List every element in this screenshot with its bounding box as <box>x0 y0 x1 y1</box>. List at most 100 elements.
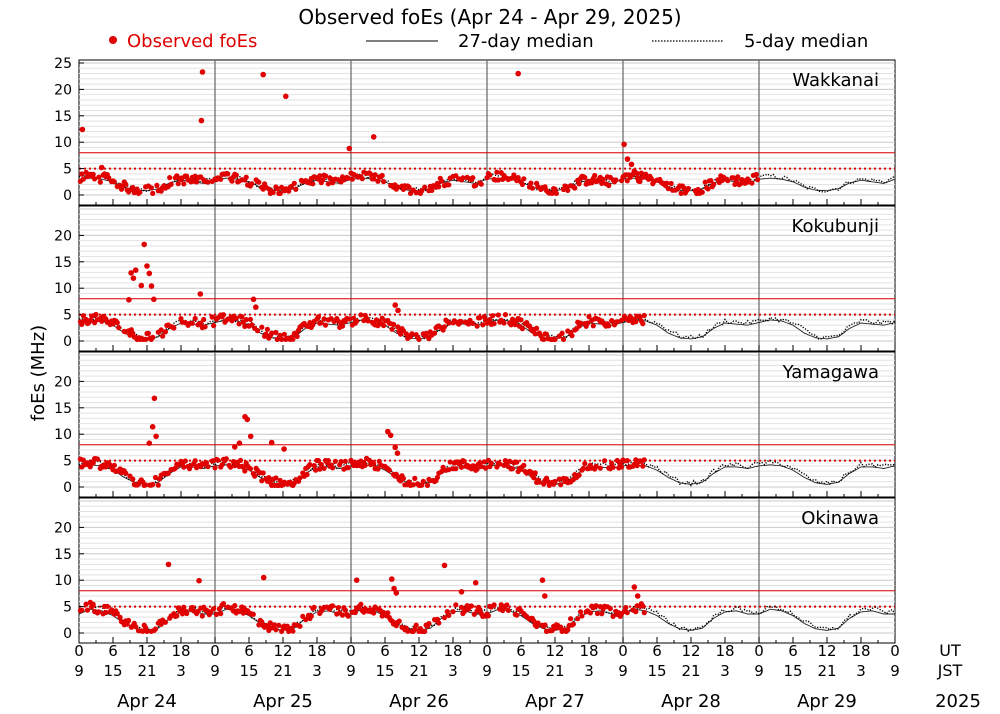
observed-point <box>531 475 537 481</box>
observed-point <box>755 177 761 183</box>
observed-point <box>279 336 285 342</box>
observed-point <box>610 464 616 470</box>
observed-point <box>308 613 314 619</box>
observed-point-high <box>138 282 145 289</box>
observed-point-high <box>391 585 397 592</box>
x-axis: UT JST 2025 0 9 6 15 12 21 18 3 0 9 6 15 12 21 18 3 0 9 6 1… <box>74 641 981 712</box>
x-tick-jst: 3 <box>856 662 866 680</box>
observed-point <box>545 478 551 485</box>
x-tick-jst: 21 <box>137 662 156 680</box>
x-tick-ut: 0 <box>754 642 764 660</box>
observed-point <box>478 464 484 470</box>
x-tick-ut: 6 <box>516 642 526 660</box>
observed-point <box>145 330 151 336</box>
x-tick-ut: 12 <box>273 642 292 660</box>
x-tick-jst: 15 <box>647 662 666 680</box>
day-label: Apr 28 <box>661 691 721 712</box>
observed-point <box>199 613 205 619</box>
day-label: Apr 27 <box>525 691 585 712</box>
x-tick-ut: 12 <box>681 642 700 660</box>
observed-point <box>362 462 368 468</box>
observed-point <box>487 172 493 178</box>
x-tick-jst: 9 <box>754 662 764 680</box>
panel-wakkanai: 0 5 10 15 20 25 Wakkanai <box>54 56 896 206</box>
observed-point <box>441 615 448 621</box>
observed-point <box>375 466 381 472</box>
observed-point <box>321 316 327 322</box>
observed-point <box>624 178 630 184</box>
observed-point <box>220 601 227 607</box>
observed-point <box>541 336 547 342</box>
observed-point <box>213 611 219 618</box>
x-tick-ut: 6 <box>108 642 118 660</box>
observed-point <box>556 476 562 482</box>
observed-point <box>400 475 406 481</box>
x-tick-jst: 3 <box>720 662 730 680</box>
observed-points <box>77 241 647 342</box>
observed-point <box>236 321 242 327</box>
observed-point <box>446 182 452 188</box>
observed-point <box>250 611 256 618</box>
observed-point <box>211 323 217 329</box>
observed-point <box>181 604 187 610</box>
observed-point <box>152 474 159 481</box>
observed-point <box>593 603 599 609</box>
x-tick-jst: 15 <box>103 662 122 680</box>
observed-point-high <box>146 270 153 277</box>
observed-point <box>461 458 467 464</box>
observed-point-high <box>281 446 287 452</box>
observed-point <box>422 628 428 635</box>
observed-point <box>668 180 674 187</box>
observed-points <box>77 395 647 488</box>
observed-point <box>446 320 452 326</box>
y-tick-label: 25 <box>54 56 72 72</box>
observed-point <box>148 185 154 191</box>
observed-point-high <box>392 302 399 308</box>
observed-point-high <box>151 395 158 402</box>
observed-point <box>521 462 527 468</box>
observed-point <box>233 172 239 178</box>
observed-point <box>471 611 477 617</box>
observed-point <box>290 336 296 342</box>
observed-point <box>699 189 705 195</box>
observed-point <box>552 186 558 192</box>
observed-point <box>426 621 432 627</box>
observed-point <box>577 609 584 615</box>
observed-point <box>504 602 510 608</box>
observed-point-high <box>260 574 267 581</box>
observed-point <box>154 182 160 188</box>
observed-point <box>114 320 120 326</box>
legend: Observed foEs 27-day median 5-day median <box>109 31 868 52</box>
observed-point-high <box>199 69 206 75</box>
observed-point <box>277 190 283 196</box>
observed-point <box>123 470 129 476</box>
observed-point <box>318 320 324 326</box>
observed-point <box>579 613 585 619</box>
observed-point <box>243 317 249 323</box>
x-tick-ut: 0 <box>346 642 356 660</box>
observed-point <box>483 465 489 471</box>
observed-point <box>93 311 99 318</box>
observed-point <box>429 187 435 193</box>
observed-point <box>320 177 326 183</box>
x-tick-jst: 9 <box>618 662 628 680</box>
x-tick-jst: 9 <box>210 662 220 680</box>
observed-point-high <box>395 307 401 314</box>
y-tick-label: 0 <box>63 480 72 496</box>
observed-point <box>505 607 511 614</box>
y-tick-label: 20 <box>54 374 72 390</box>
observed-point <box>569 333 575 339</box>
observed-point <box>252 473 258 479</box>
observed-point <box>358 312 364 318</box>
observed-point <box>602 458 608 464</box>
observed-point <box>290 628 296 634</box>
y-tick-label: 20 <box>54 228 72 244</box>
legend-observed-label: Observed foEs <box>127 31 257 52</box>
observed-point <box>589 180 595 186</box>
legend-dot-marker <box>109 36 117 44</box>
observed-point <box>291 180 297 186</box>
x-tick-ut: 18 <box>307 642 326 660</box>
observed-point <box>606 323 612 329</box>
observed-point <box>460 175 466 181</box>
observed-point <box>271 622 278 628</box>
